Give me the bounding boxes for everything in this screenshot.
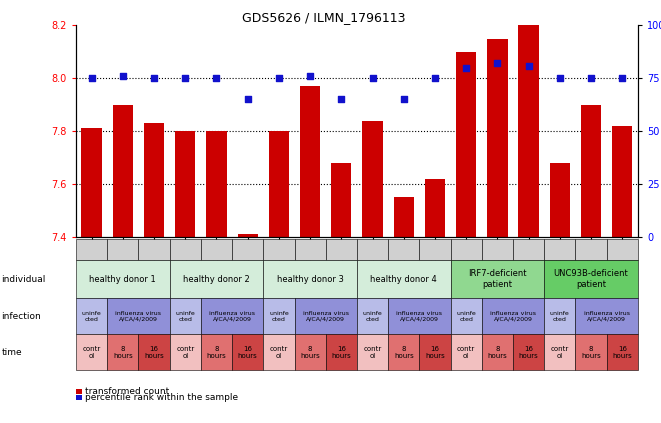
Bar [550,163,570,237]
Text: 16
hours: 16 hours [144,346,164,359]
Text: contr
ol: contr ol [551,346,569,359]
Point [555,75,565,82]
Bar [612,126,633,237]
Text: healthy donor 4: healthy donor 4 [370,275,437,284]
Text: uninfe
cted: uninfe cted [269,311,289,321]
Point [149,75,159,82]
Text: infection: infection [1,312,41,321]
Text: percentile rank within the sample: percentile rank within the sample [85,393,239,402]
Text: IRF7-deficient
patient: IRF7-deficient patient [468,269,527,289]
Point [243,96,253,103]
Text: uninfe
cted: uninfe cted [363,311,383,321]
Point [430,75,440,82]
Text: individual: individual [1,275,46,284]
Text: UNC93B-deficient
patient: UNC93B-deficient patient [554,269,629,289]
Bar [269,131,289,237]
Text: influenza virus
A/CA/4/2009: influenza virus A/CA/4/2009 [584,311,630,321]
Bar [81,129,102,237]
Text: healthy donor 1: healthy donor 1 [89,275,156,284]
Text: contr
ol: contr ol [364,346,381,359]
Text: uninfe
cted: uninfe cted [550,311,570,321]
Text: 16
hours: 16 hours [331,346,351,359]
Text: 16
hours: 16 hours [612,346,632,359]
Bar [518,25,539,237]
Bar [175,131,196,237]
Text: 16
hours: 16 hours [425,346,445,359]
Bar [362,121,383,237]
Bar [393,197,414,237]
Text: 16
hours: 16 hours [238,346,258,359]
Bar [331,163,352,237]
Bar [144,123,164,237]
Text: contr
ol: contr ol [176,346,194,359]
Point [399,96,409,103]
Text: 8
hours: 8 hours [300,346,320,359]
Point [617,75,627,82]
Text: contr
ol: contr ol [270,346,288,359]
Text: uninfe
cted: uninfe cted [175,311,195,321]
Bar [300,86,321,237]
Point [180,75,190,82]
Text: uninfe
cted: uninfe cted [456,311,476,321]
Text: 8
hours: 8 hours [581,346,601,359]
Text: healthy donor 2: healthy donor 2 [183,275,250,284]
Text: influenza virus
A/CA/4/2009: influenza virus A/CA/4/2009 [490,311,536,321]
Text: 8
hours: 8 hours [394,346,414,359]
Bar [456,52,477,237]
Text: contr
ol: contr ol [457,346,475,359]
Point [87,75,97,82]
Point [274,75,284,82]
Text: GDS5626 / ILMN_1796113: GDS5626 / ILMN_1796113 [242,11,406,24]
Point [586,75,596,82]
Bar [237,234,258,237]
Bar [487,38,508,237]
Text: influenza virus
A/CA/4/2009: influenza virus A/CA/4/2009 [303,311,349,321]
Text: uninfe
cted: uninfe cted [82,311,102,321]
Text: 8
hours: 8 hours [207,346,226,359]
Point [524,62,534,69]
Text: 8
hours: 8 hours [113,346,133,359]
Point [461,64,471,71]
Text: time: time [1,348,22,357]
Bar [112,104,133,237]
Text: transformed count: transformed count [85,387,169,396]
Point [212,75,222,82]
Point [305,73,315,80]
Bar [206,131,227,237]
Text: influenza virus
A/CA/4/2009: influenza virus A/CA/4/2009 [116,311,161,321]
Text: healthy donor 3: healthy donor 3 [277,275,344,284]
Bar [425,179,445,237]
Text: contr
ol: contr ol [83,346,100,359]
Text: influenza virus
A/CA/4/2009: influenza virus A/CA/4/2009 [209,311,255,321]
Bar [581,104,602,237]
Point [492,60,503,67]
Point [336,96,346,103]
Text: influenza virus
A/CA/4/2009: influenza virus A/CA/4/2009 [397,311,442,321]
Text: 16
hours: 16 hours [519,346,539,359]
Point [368,75,378,82]
Point [118,73,128,80]
Text: 8
hours: 8 hours [488,346,507,359]
